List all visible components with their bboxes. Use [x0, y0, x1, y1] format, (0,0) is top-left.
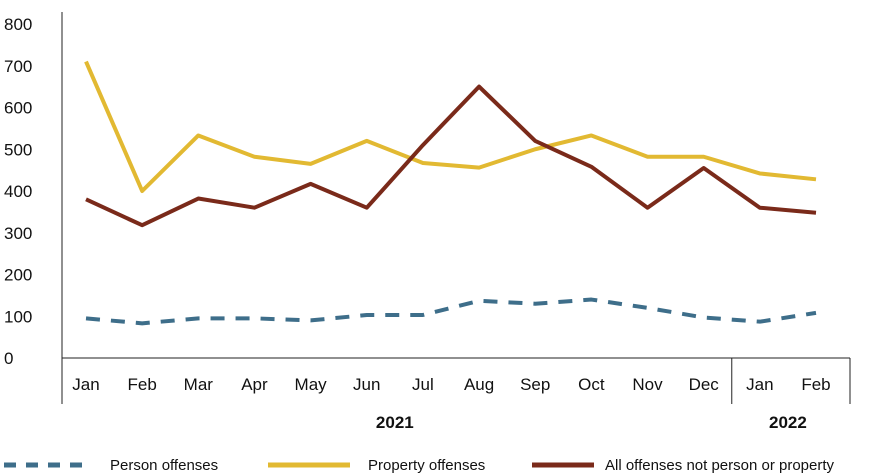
y-tick-label: 700: [4, 57, 32, 76]
x-axis-tick-labels: Jan Feb Mar Apr May Jun Jul Aug Sep Oct Nov Dec Jan F…: [72, 375, 830, 394]
x-tick-label: Apr: [241, 375, 268, 394]
x-tick-label: Feb: [128, 375, 157, 394]
x-tick-label: Oct: [578, 375, 605, 394]
axes: [61, 12, 851, 404]
y-tick-label: 800: [4, 15, 32, 34]
year-labels: 2021 2022: [376, 413, 807, 432]
x-tick-label: Feb: [801, 375, 830, 394]
series-line-2: [84, 60, 817, 193]
y-tick-label: 300: [4, 224, 32, 243]
legend-label: Property offenses: [368, 457, 485, 474]
y-tick-label: 500: [4, 140, 32, 159]
y-tick-label: 600: [4, 99, 32, 118]
x-tick-label: Jan: [746, 375, 773, 394]
legend-label: Person offenses: [110, 457, 218, 474]
y-axis-tick-labels: 0 100 200 300 400 500 600 700 800: [4, 15, 32, 368]
legend: Person offenses Property offenses All offe…: [4, 457, 835, 474]
x-tick-label: Jun: [353, 375, 380, 394]
legend-label: All offenses not person or property: [605, 457, 835, 474]
x-tick-label: May: [295, 375, 328, 394]
x-tick-label: Jan: [72, 375, 99, 394]
y-tick-label: 0: [4, 349, 13, 368]
year-label: 2021: [376, 413, 414, 432]
x-tick-label: Aug: [464, 375, 494, 394]
x-tick-label: Jul: [412, 375, 434, 394]
x-tick-label: Mar: [184, 375, 214, 394]
year-label: 2022: [769, 413, 807, 432]
x-tick-label: Sep: [520, 375, 550, 394]
x-tick-label: Nov: [632, 375, 663, 394]
y-tick-label: 100: [4, 307, 32, 326]
series-lines: [84, 60, 817, 326]
y-tick-label: 200: [4, 266, 32, 285]
x-tick-label: Dec: [689, 375, 720, 394]
series-line-1: [85, 297, 817, 326]
series-line-3: [85, 84, 817, 228]
y-tick-label: 400: [4, 182, 32, 201]
